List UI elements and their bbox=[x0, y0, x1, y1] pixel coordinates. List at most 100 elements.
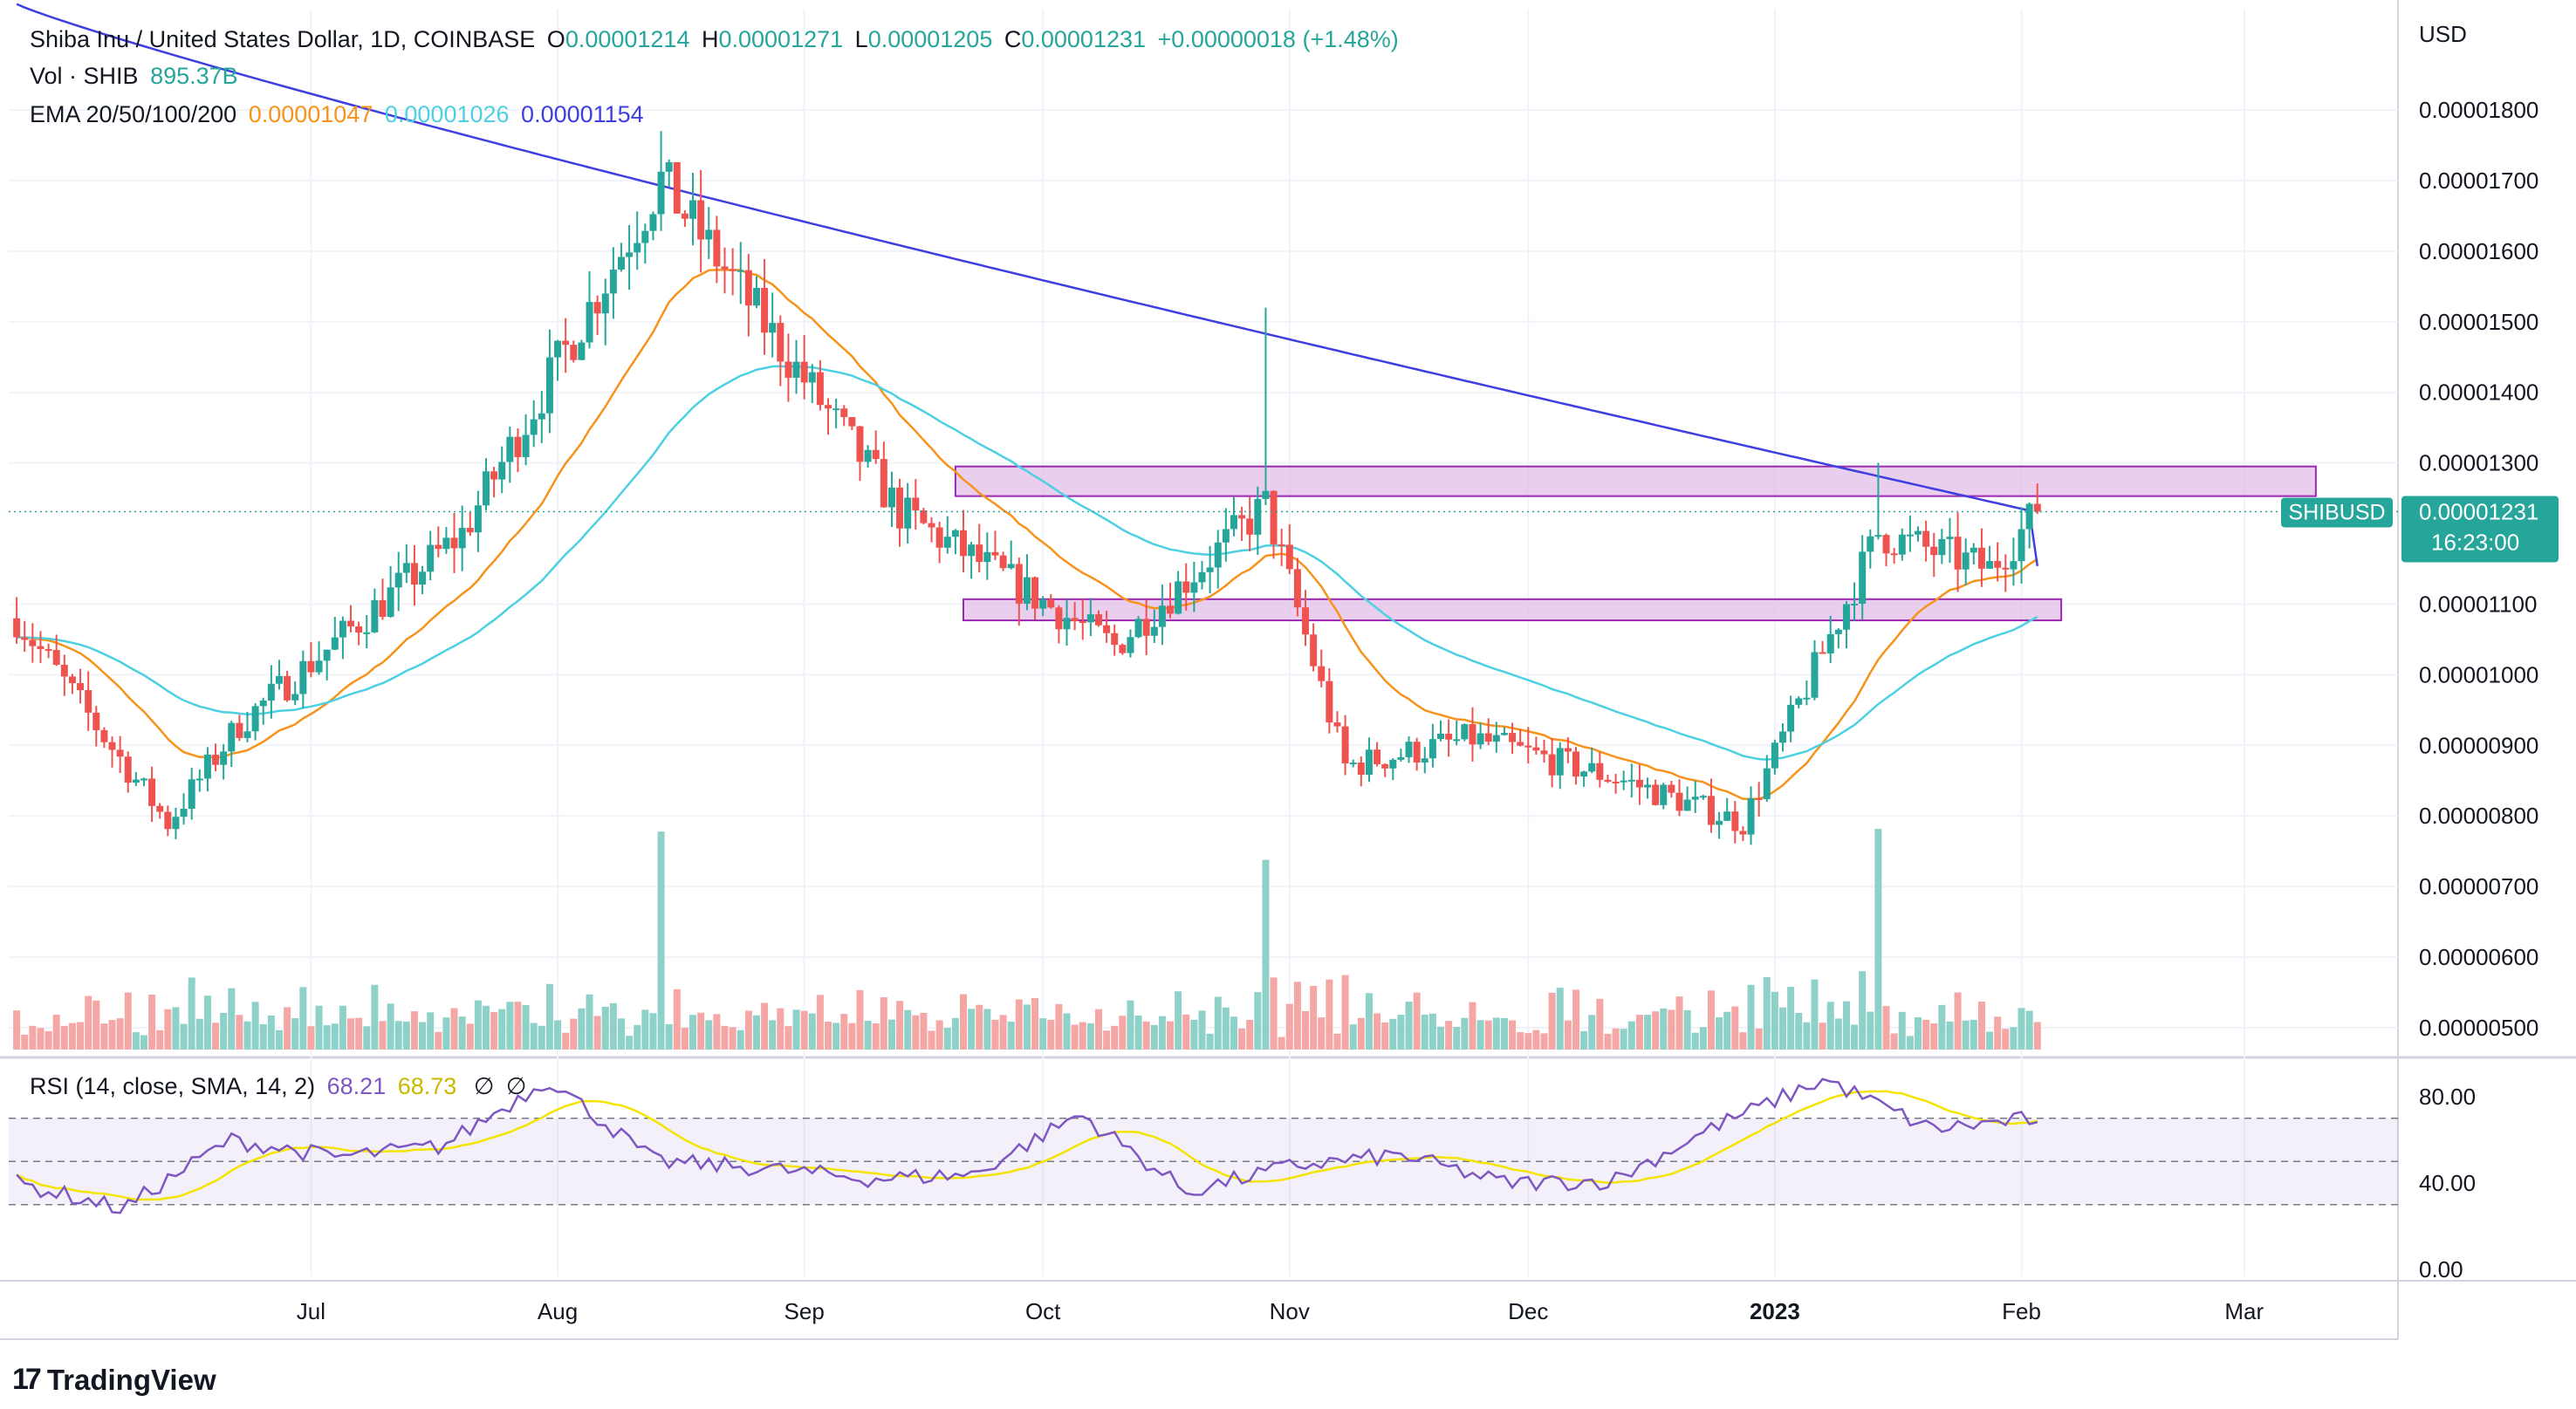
candle-body bbox=[1716, 820, 1723, 825]
candle-body bbox=[1707, 796, 1715, 825]
volume-bar bbox=[1182, 1014, 1190, 1050]
candle-body bbox=[1803, 697, 1811, 700]
volume-bar bbox=[188, 977, 195, 1050]
hide-icon[interactable]: ∅ bbox=[473, 1073, 495, 1099]
candle-body bbox=[339, 620, 346, 638]
volume-bar bbox=[991, 1019, 999, 1050]
volume-label[interactable]: Vol · SHIB bbox=[30, 63, 139, 89]
volume-bar bbox=[586, 994, 593, 1050]
volume-bar bbox=[2010, 1027, 2018, 1050]
volume-bar bbox=[880, 997, 887, 1050]
candle-body bbox=[864, 449, 872, 462]
candle-body bbox=[1167, 605, 1175, 614]
volume-bar bbox=[427, 1012, 435, 1050]
volume-bar bbox=[935, 1020, 943, 1050]
candle-body bbox=[1413, 742, 1421, 763]
ema-label[interactable]: EMA 20/50/100/200 bbox=[30, 101, 237, 127]
time-tick-label: Sep bbox=[784, 1298, 825, 1324]
candle-body bbox=[45, 648, 52, 651]
candle-body bbox=[1214, 542, 1222, 568]
candle-body bbox=[1580, 771, 1588, 777]
ema20-value: 0.00001047 bbox=[248, 101, 373, 127]
volume-bar bbox=[1453, 1027, 1461, 1050]
candle-body bbox=[442, 537, 450, 550]
volume-bar bbox=[1620, 1029, 1627, 1050]
volume-bar bbox=[1739, 1032, 1747, 1050]
candle-body bbox=[228, 722, 236, 752]
candle-body bbox=[1405, 742, 1413, 757]
volume-bar bbox=[1071, 1024, 1079, 1050]
volume-legend: Vol · SHIB 895.37B bbox=[30, 65, 243, 88]
rsi-label[interactable]: RSI (14, close, SMA, 14, 2) bbox=[30, 1073, 316, 1099]
price-tick-label: 0.00000500 bbox=[2419, 1015, 2538, 1041]
volume-bar bbox=[1310, 986, 1318, 1050]
volume-bar bbox=[1994, 1016, 2002, 1050]
candle-body bbox=[1461, 724, 1469, 740]
candle-body bbox=[1365, 749, 1373, 776]
volume-bar bbox=[1795, 1013, 1803, 1050]
candle-body bbox=[657, 171, 665, 215]
tradingview-brand[interactable]: 17 TradingView bbox=[12, 1363, 216, 1397]
candle-body bbox=[530, 419, 538, 435]
volume-bar bbox=[1826, 1002, 1834, 1050]
candle-body bbox=[37, 646, 45, 649]
volume-bar bbox=[77, 1022, 85, 1050]
candle-body bbox=[593, 302, 601, 314]
price-tick-label: 0.00001600 bbox=[2419, 238, 2538, 264]
symbol-tag: SHIBUSD bbox=[2288, 500, 2385, 524]
ema100-line bbox=[16, 3, 2039, 566]
volume-bar bbox=[371, 984, 379, 1050]
volume-bar bbox=[1214, 996, 1222, 1050]
candle-body bbox=[896, 487, 904, 529]
volume-bar bbox=[1445, 1021, 1453, 1050]
volume-bar bbox=[593, 1016, 601, 1050]
candle-body bbox=[1620, 780, 1627, 783]
volume-bar bbox=[769, 1020, 777, 1050]
candle-body bbox=[935, 527, 943, 548]
volume-bar bbox=[21, 1034, 29, 1050]
candle-body bbox=[124, 756, 132, 783]
time-tick-label: Dec bbox=[1508, 1298, 1548, 1324]
volume-bar bbox=[784, 1026, 792, 1050]
hide-icon-2[interactable]: ∅ bbox=[505, 1073, 527, 1099]
resistance-zone bbox=[963, 598, 2063, 622]
candle-body bbox=[116, 749, 124, 757]
candle-body bbox=[427, 544, 435, 572]
candle-body bbox=[1015, 564, 1023, 604]
candle-body bbox=[1357, 763, 1365, 776]
candle-body bbox=[188, 779, 195, 810]
candle-body bbox=[13, 618, 21, 638]
volume-bar bbox=[1867, 1011, 1874, 1050]
volume-bar bbox=[665, 1023, 673, 1050]
volume-bar bbox=[212, 1023, 220, 1050]
volume-bar bbox=[634, 1024, 641, 1050]
candle-body bbox=[195, 778, 203, 781]
change-value: +0.00000018 (+1.48%) bbox=[1157, 26, 1399, 52]
candle-body bbox=[1206, 567, 1214, 572]
candle-body bbox=[323, 649, 331, 661]
candle-body bbox=[299, 660, 307, 694]
volume-bar bbox=[236, 1015, 243, 1050]
rsi-tick-label: 0.00 bbox=[2419, 1256, 2463, 1282]
volume-bar bbox=[1007, 1021, 1015, 1050]
close-value: 0.00001231 bbox=[1021, 26, 1147, 52]
candle-body bbox=[1246, 518, 1254, 535]
volume-bar bbox=[291, 1018, 299, 1050]
candle-body bbox=[1660, 784, 1668, 805]
volume-bar bbox=[1716, 1016, 1723, 1050]
volume-bar bbox=[1285, 1003, 1293, 1050]
candle-body bbox=[769, 323, 777, 333]
candle-body bbox=[1747, 797, 1755, 835]
volume-bar bbox=[1167, 1021, 1175, 1050]
volume-bar bbox=[808, 1013, 816, 1050]
symbol-title[interactable]: Shiba Inu / United States Dollar, 1D, CO… bbox=[30, 26, 536, 52]
volume-bar bbox=[1119, 1016, 1127, 1050]
candle-body bbox=[1428, 739, 1436, 759]
candle-body bbox=[999, 555, 1007, 569]
candle-body bbox=[1453, 739, 1461, 742]
candle-body bbox=[1795, 698, 1803, 705]
volume-bar bbox=[140, 1035, 147, 1050]
volume-bar bbox=[331, 1023, 339, 1050]
